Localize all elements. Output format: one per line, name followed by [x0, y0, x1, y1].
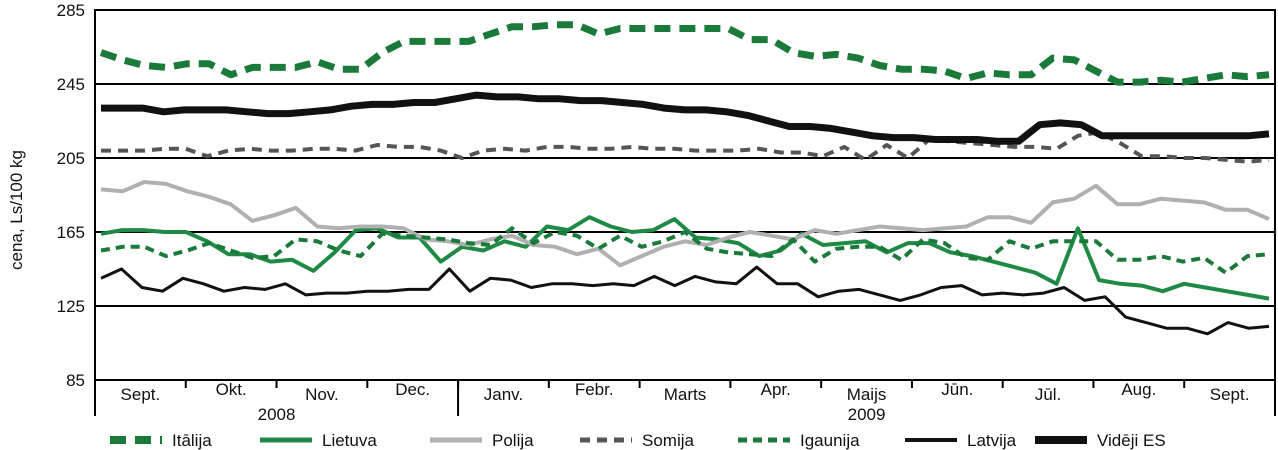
series-line-4	[100, 226, 1270, 275]
legend-label: Polija	[492, 431, 534, 450]
y-tick-label: 125	[57, 297, 85, 316]
legend: Itālija Lietuva Polija Somija Igaunija Latvij…	[110, 431, 1166, 450]
series-lines	[99, 21, 1270, 336]
legend-label: Lietuva	[322, 431, 377, 450]
y-tick-label: 205	[57, 149, 85, 168]
x-tick-label: Janv.	[484, 385, 523, 404]
y-tick-label: 85	[66, 371, 85, 390]
series-line-1	[100, 215, 1270, 301]
x-tick-label: Okt.	[216, 380, 247, 399]
series-line-5	[100, 265, 1270, 336]
year-label: 2009	[848, 405, 886, 424]
legend-label: Igaunija	[800, 431, 860, 450]
x-tick-label: Sept.	[1210, 385, 1250, 404]
y-axis-title: cena, Ls/100 kg	[7, 150, 26, 270]
x-tick-label: Febr.	[575, 380, 614, 399]
x-tick-label: Aug.	[1121, 380, 1156, 399]
series-line-3	[101, 130, 1270, 164]
series-line-0	[99, 21, 1270, 86]
y-tick-label: 165	[57, 223, 85, 242]
x-tick-label: Maijs	[847, 385, 887, 404]
x-tick-label: Jūn.	[941, 380, 973, 399]
series-line-6	[101, 91, 1270, 145]
x-tick-label: Apr.	[761, 380, 791, 399]
legend-label: Somija	[642, 431, 695, 450]
year-label: 2008	[258, 405, 296, 424]
y-tick-label: 285	[57, 1, 85, 20]
series-line-2	[100, 180, 1270, 268]
x-tick-label: Sept.	[121, 385, 161, 404]
axes: 85 125 165 205 245 285 Sept. Okt. Nov. Dec. Janv. F…	[57, 1, 1276, 424]
legend-label: Itālija	[172, 431, 212, 450]
x-tick-label: Marts	[664, 385, 707, 404]
legend-label: Vidēji ES	[1097, 431, 1166, 450]
x-tick-label: Nov.	[305, 385, 339, 404]
legend-label: Latvija	[967, 431, 1017, 450]
x-tick-label: Dec.	[395, 380, 430, 399]
y-tick-label: 245	[57, 75, 85, 94]
x-tick-label: Jūl.	[1035, 385, 1061, 404]
